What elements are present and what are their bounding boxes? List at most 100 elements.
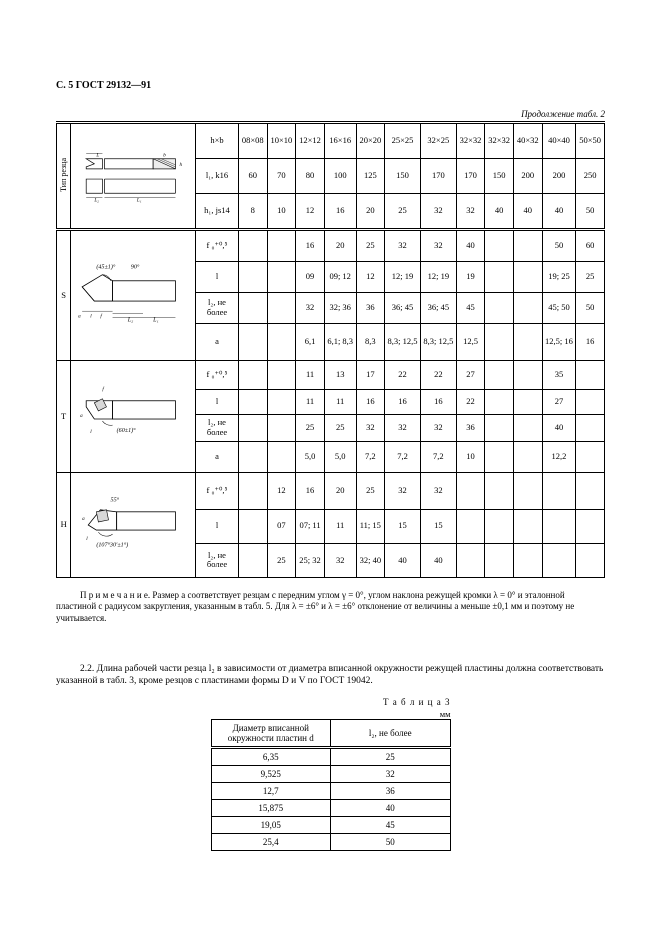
col-h: 32×32 [456,123,485,159]
cell: 100 [324,159,356,193]
cell: 19; 25 [542,262,576,293]
table3-caption: Т а б л и ц а 3 [211,697,451,707]
cell: 25 [385,193,421,229]
cell: 16 [296,230,325,262]
cell: 36; 45 [420,293,456,324]
cell: 11 [296,361,325,390]
param-a: a [196,442,239,473]
cell [513,390,542,415]
cell: 32 [456,193,485,229]
cell: 32; 36 [324,293,356,324]
cell [485,324,514,361]
cell: 10 [267,193,296,229]
t3-cell: 50 [331,834,451,851]
cell: 50 [542,230,576,262]
diagram-T: (60±1)° a l f [71,361,196,473]
param-l: l [196,509,239,543]
cell [513,442,542,473]
svg-text:b: b [164,153,167,159]
cell [485,543,514,577]
cell: 10 [456,442,485,473]
cell: 16 [576,324,605,361]
cell: 20 [324,230,356,262]
t3-cell: 25,4 [211,834,331,851]
cell: 11 [296,390,325,415]
cell: 12,5 [456,324,485,361]
cell: 20 [324,473,356,510]
cell: 07 [267,509,296,543]
cell [576,442,605,473]
svg-text:l: l [87,536,89,542]
cell [513,509,542,543]
page-header: С. 5 ГОСТ 29132—91 [56,80,605,91]
svg-text:L₂: L₂ [127,317,133,323]
col-h: 50×50 [576,123,605,159]
cell: 32 [385,473,421,510]
cell: 250 [576,159,605,193]
cell: 12 [267,473,296,510]
cell: 60 [576,230,605,262]
type-T: T [57,361,71,473]
cell: 20 [356,193,385,229]
cell: 25 [296,415,325,442]
type-S: S [57,230,71,361]
cell: 40 [485,193,514,229]
cell: 32 [356,415,385,442]
diagram-S: (45±1)° 90° a l f L₂ L₁ [71,230,196,361]
cell: 80 [296,159,325,193]
cell [267,442,296,473]
cell: 45 [456,293,485,324]
cell [238,543,267,577]
cell: 22 [420,361,456,390]
cell: 8,3 [356,324,385,361]
cell [267,390,296,415]
para-2-2: 2.2. Длина рабочей части резца l₂ в зави… [56,664,605,688]
cell [576,473,605,510]
param-l2: l₂, не более [196,543,239,577]
cell: 32 [385,230,421,262]
svg-text:55°: 55° [111,497,120,504]
cell: 12 [356,262,385,293]
param-l: l [196,390,239,415]
cell [485,262,514,293]
cell: 35 [542,361,576,390]
cell [267,230,296,262]
cell: 25 [356,230,385,262]
cell: 8 [238,193,267,229]
cell: 7,2 [420,442,456,473]
cell [238,473,267,510]
col-h: 20×20 [356,123,385,159]
svg-text:a: a [78,313,81,319]
type-H: H [57,473,71,578]
cell: 70 [267,159,296,193]
t3-h1: Диаметр вписанной окружности пластин d [211,720,331,748]
cell: 36 [456,415,485,442]
cell [267,361,296,390]
cell: 200 [513,159,542,193]
col-h: 40×32 [513,123,542,159]
cell: 40 [513,193,542,229]
svg-text:l: l [91,429,93,435]
param-l: l [196,262,239,293]
param-f: f ₀⁺⁰,⁵ [196,361,239,390]
cell [238,324,267,361]
cell: 32 [420,193,456,229]
cell: 22 [456,390,485,415]
col-h: 10×10 [267,123,296,159]
cell [485,293,514,324]
continuation-label: Продолжение табл. 2 [56,109,605,119]
param-f: f ₀⁺⁰,⁵ [196,230,239,262]
cell: 32 [420,473,456,510]
cell: 12 [296,193,325,229]
cell [485,361,514,390]
cell [485,230,514,262]
svg-text:(60±1)°: (60±1)° [117,427,137,434]
cell [542,473,576,510]
col-h: 25×25 [385,123,421,159]
cell [456,543,485,577]
cell [542,543,576,577]
cell [513,473,542,510]
cell [456,473,485,510]
cell: 36; 45 [385,293,421,324]
cell [513,262,542,293]
